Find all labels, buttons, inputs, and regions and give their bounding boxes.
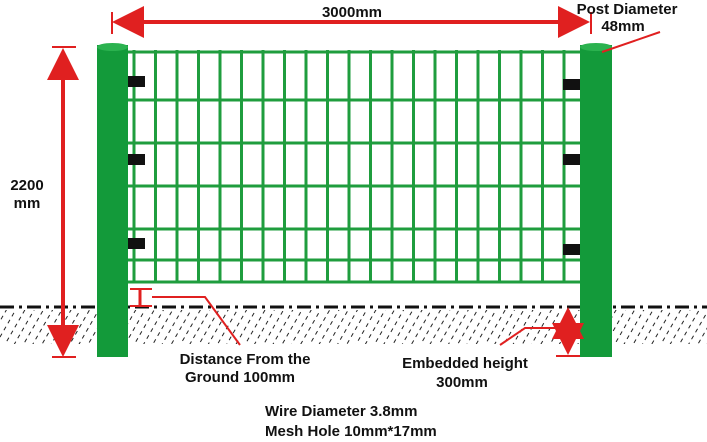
width-label: 3000mm (322, 4, 382, 21)
right-post (580, 45, 612, 357)
left-post (97, 45, 128, 357)
mesh-spec: Mesh Hole 10mm*17mm (265, 423, 437, 440)
wire-spec: Wire Diameter 3.8mm (265, 403, 417, 420)
distance-label: Distance From the (180, 351, 311, 368)
post-cap (580, 43, 612, 51)
brackets (128, 76, 580, 255)
embedded-label: Embedded height (402, 355, 528, 372)
mesh (128, 50, 580, 284)
post-label: Post Diameter (577, 1, 678, 18)
distance-label: Ground 100mm (185, 369, 295, 386)
height-value: 2200 (10, 177, 43, 194)
dimension-arrows (47, 6, 661, 358)
post-cap (97, 43, 128, 51)
post-value: 48mm (601, 18, 644, 35)
embedded-label: 300mm (436, 374, 488, 391)
height-unit: mm (14, 195, 41, 212)
